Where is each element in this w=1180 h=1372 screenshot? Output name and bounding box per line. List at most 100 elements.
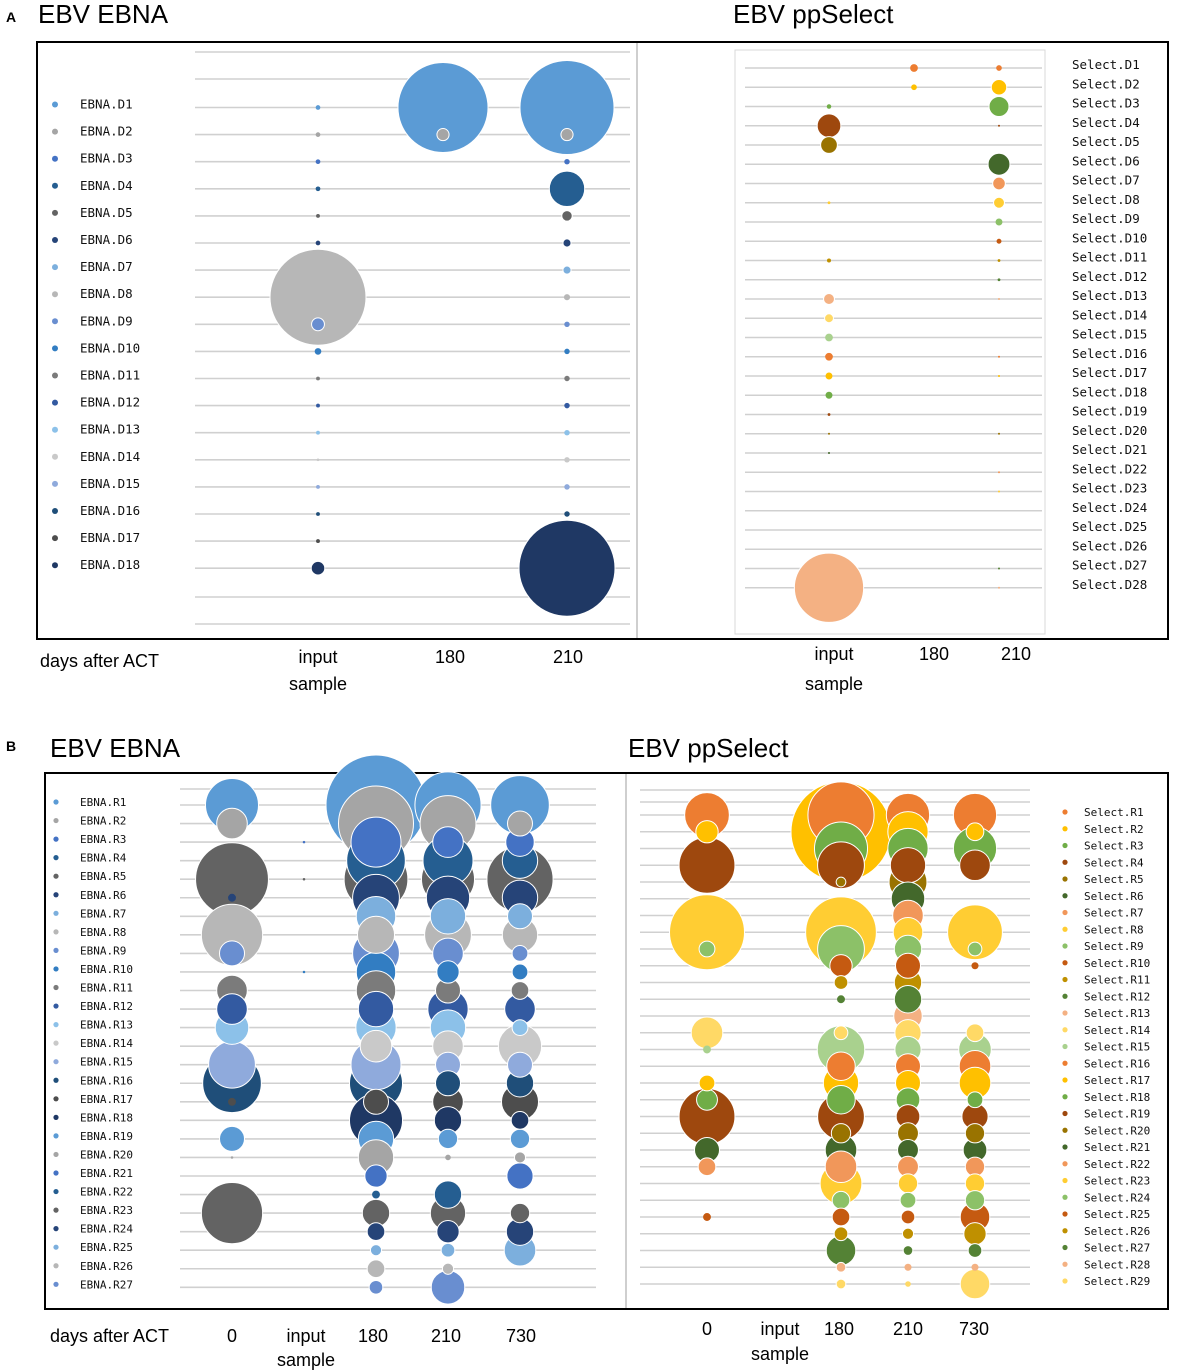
legend-marker-ebna-r22 <box>53 1188 59 1195</box>
bubble-ebna-d4-input-sample <box>315 186 321 192</box>
legend-label-select-d19: Select.D19 <box>1072 404 1147 419</box>
bubble-select-d14-input-sample <box>824 313 834 324</box>
x-tick-label-210: 210 <box>431 1326 461 1346</box>
x-tick-label-input: input <box>760 1319 799 1339</box>
legend-label-ebna-r26: EBNA.R26 <box>80 1260 133 1273</box>
legend-marker-ebna-r3 <box>53 836 59 842</box>
bubble-ebna-d9-210 <box>564 321 570 328</box>
legend-marker-select-r27 <box>1062 1244 1068 1251</box>
bubble-select-r24-210 <box>899 1191 917 1209</box>
bubble-select-d13-input-sample <box>823 293 835 305</box>
legend-label-ebna-r20: EBNA.R20 <box>80 1148 133 1161</box>
bubble-select-d20-210 <box>998 432 1000 435</box>
legend-marker-select-r9 <box>1062 943 1068 949</box>
bubble-select-r11-180 <box>833 975 849 990</box>
bubble-select-r18-180 <box>826 1085 856 1115</box>
legend-label-select-r23: Select.R23 <box>1084 1175 1150 1188</box>
legend-label-select-r3: Select.R3 <box>1084 840 1144 853</box>
bubble-select-d3-input-sample <box>826 104 832 109</box>
bubble-ebna-r7-210 <box>429 898 467 935</box>
bubble-select-r9-0 <box>698 940 716 958</box>
bubble-select-r27-210 <box>902 1245 914 1256</box>
x-tick-label-input-sample: sample <box>289 674 347 694</box>
panel-a-ebna-title: EBV EBNA <box>38 0 169 29</box>
bubble-ebna-d7-210 <box>562 265 572 275</box>
bubble-ebna-d11-210 <box>564 375 570 382</box>
bubble-select-d6-210 <box>987 152 1011 176</box>
bubble-select-r23-210 <box>897 1173 919 1194</box>
bubble-ebna-r12-0 <box>216 993 248 1025</box>
bubble-select-d17-input-sample <box>825 372 833 380</box>
legend-label-select-r22: Select.R22 <box>1084 1158 1150 1171</box>
legend-label-select-r13: Select.R13 <box>1084 1007 1150 1020</box>
bubble-select-r27-730 <box>967 1243 983 1258</box>
bubble-select-d17-210 <box>998 375 1000 377</box>
legend-label-select-r15: Select.R15 <box>1084 1041 1150 1054</box>
legend-label-ebna-r27: EBNA.R27 <box>80 1278 133 1291</box>
x-tick-label-180: 180 <box>919 644 949 664</box>
bubble-select-r28-730 <box>971 1263 979 1271</box>
bubble-ebna-r24-210 <box>436 1219 460 1244</box>
bubble-ebna-d3-210 <box>564 158 570 165</box>
bubble-select-r4-0 <box>678 836 736 894</box>
bubble-select-r14-730 <box>965 1023 985 1043</box>
legend-marker-select-r13 <box>1062 1010 1068 1016</box>
x-tick-label-input-sample: input <box>298 647 337 667</box>
bubble-select-r10-180 <box>829 954 853 978</box>
bubble-ebna-r3-210 <box>432 826 464 858</box>
bubble-ebna-d8-input-sample <box>269 248 367 346</box>
legend-label-ebna-d11: EBNA.D11 <box>80 368 140 383</box>
legend-label-select-r7: Select.R7 <box>1084 907 1144 920</box>
legend-label-select-r2: Select.R2 <box>1084 823 1144 836</box>
bubble-select-d22-210 <box>998 471 1000 474</box>
legend-label-select-r11: Select.R11 <box>1084 974 1150 987</box>
bubble-select-r2-0 <box>695 820 719 844</box>
bubble-select-r29-730 <box>959 1268 991 1300</box>
legend-label-select-d21: Select.D21 <box>1072 442 1147 457</box>
panel-a-select-chart: Select.D1 Select.D2 Select.D3 Select.D4 Sele… <box>745 57 1147 694</box>
bubble-ebna-d1-input-sample <box>315 105 321 110</box>
bubble-ebna-d11-input-sample <box>316 376 320 381</box>
bubble-select-r14-0 <box>690 1016 724 1050</box>
legend-marker-select-r6 <box>1062 893 1068 899</box>
legend-label-select-d17: Select.D17 <box>1072 365 1147 380</box>
legend-label-select-d6: Select.D6 <box>1072 153 1140 168</box>
legend-label-select-r27: Select.R27 <box>1084 1242 1150 1255</box>
bubble-ebna-d12-input-sample <box>316 403 320 408</box>
legend-label-ebna-d1: EBNA.D1 <box>80 97 133 112</box>
bubble-select-d16-input-sample <box>825 352 833 361</box>
bubble-select-r26-210 <box>901 1227 915 1240</box>
legend-label-select-d10: Select.D10 <box>1072 230 1147 245</box>
legend-label-ebna-r5: EBNA.R5 <box>80 870 126 883</box>
bubble-ebna-r11-730 <box>510 981 530 1000</box>
bubble-select-d3-210 <box>988 96 1010 117</box>
bubble-ebna-r5-input-sample <box>302 877 306 881</box>
bubble-select-d5-input-sample <box>820 136 838 154</box>
bubble-ebna-r14-180 <box>359 1029 393 1063</box>
legend-marker-ebna-d16 <box>52 508 58 514</box>
panel-b-letter: B <box>6 738 16 754</box>
bubble-select-d23-210 <box>998 490 1000 493</box>
legend-marker-ebna-d15 <box>52 480 58 487</box>
bubble-select-d1-210 <box>996 65 1002 71</box>
x-tick-label-input: sample <box>751 1344 809 1364</box>
bubble-ebna-r10-730 <box>511 963 529 981</box>
legend-label-ebna-d13: EBNA.D13 <box>80 422 140 437</box>
legend-marker-ebna-d1 <box>52 101 58 108</box>
bubble-ebna-d3-input-sample <box>315 159 321 165</box>
legend-label-select-d3: Select.D3 <box>1072 96 1140 111</box>
legend-label-ebna-r4: EBNA.R4 <box>80 852 127 865</box>
bubble-select-r5-180 <box>835 876 847 888</box>
legend-label-ebna-r11: EBNA.R11 <box>80 982 133 995</box>
legend-label-select-r14: Select.R14 <box>1084 1024 1151 1037</box>
bubble-select-d27-210 <box>998 567 1000 570</box>
x-tick-label-180: 180 <box>435 647 465 667</box>
bubble-ebna-d5-210 <box>561 210 573 222</box>
legend-label-select-d12: Select.D12 <box>1072 269 1147 284</box>
legend-label-ebna-r16: EBNA.R16 <box>80 1074 133 1087</box>
bubble-ebna-r7-730 <box>507 903 533 930</box>
legend-marker-ebna-r2 <box>53 817 59 824</box>
bubble-select-r12-210 <box>893 985 923 1014</box>
bubble-ebna-d8-210 <box>563 294 571 301</box>
